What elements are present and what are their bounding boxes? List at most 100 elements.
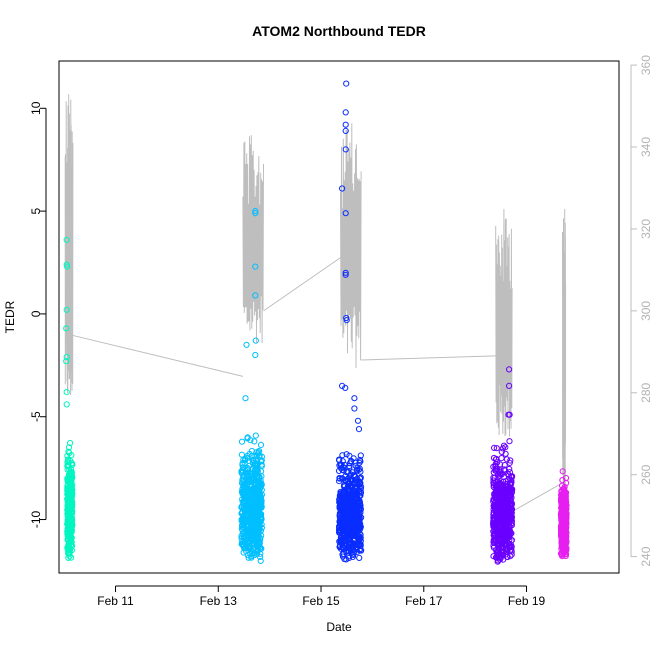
outlier-point	[339, 185, 346, 192]
secondary-segment-3	[340, 123, 362, 368]
data-point	[352, 484, 359, 491]
data-point	[243, 517, 250, 525]
data-point	[251, 438, 258, 445]
data-point	[68, 506, 75, 513]
data-point	[337, 518, 344, 525]
data-point	[492, 537, 499, 544]
data-point	[492, 463, 499, 470]
y-tick-label: 0	[29, 310, 43, 317]
data-point	[65, 448, 72, 455]
data-point	[239, 469, 246, 476]
data-point	[503, 456, 510, 463]
outlier-point	[339, 382, 346, 389]
data-point	[65, 479, 72, 486]
data-point	[64, 488, 72, 495]
data-point	[343, 451, 350, 458]
outlier-point	[63, 389, 70, 396]
data-point	[339, 458, 346, 465]
data-point	[337, 503, 344, 510]
data-point	[242, 510, 249, 517]
data-point	[558, 497, 566, 504]
data-point	[561, 485, 568, 492]
data-point	[247, 437, 254, 444]
data-point	[337, 538, 344, 546]
data-point	[339, 464, 346, 471]
outlier-point	[342, 127, 349, 134]
outlier-point	[506, 382, 513, 389]
data-point	[242, 468, 249, 475]
data-point	[502, 444, 509, 451]
data-point	[238, 504, 245, 511]
data-point	[559, 477, 566, 484]
data-point	[238, 533, 245, 540]
secondary-segment-5	[562, 208, 567, 514]
outlier-point	[63, 236, 70, 243]
data-point	[257, 557, 264, 565]
data-point	[346, 532, 353, 539]
data-point	[249, 475, 256, 482]
data-point	[68, 462, 75, 469]
data-point	[348, 458, 355, 465]
data-point	[503, 534, 510, 542]
data-point	[497, 551, 504, 558]
y-right-tick-label: 320	[639, 219, 650, 239]
data-point	[561, 497, 568, 504]
data-point	[506, 465, 513, 473]
data-point	[66, 512, 73, 520]
data-point	[357, 475, 364, 482]
data-point	[505, 499, 512, 506]
data-point	[557, 531, 565, 538]
data-point	[65, 444, 73, 451]
data-point	[255, 529, 262, 536]
data-point	[67, 516, 74, 523]
data-point	[64, 463, 71, 470]
x-tick-label: Feb 19	[508, 594, 546, 608]
data-point	[254, 468, 261, 475]
data-point	[251, 549, 258, 557]
data-point	[247, 535, 254, 542]
data-point	[493, 445, 500, 452]
secondary-segment-4	[495, 209, 513, 437]
data-point	[353, 491, 361, 498]
data-point	[357, 541, 364, 548]
data-point	[246, 530, 254, 537]
outlier-point	[252, 208, 259, 215]
outlier-point	[63, 306, 70, 313]
y-right-tick-label: 340	[639, 137, 650, 157]
data-point	[508, 473, 515, 481]
outlier-point	[242, 395, 249, 402]
x-axis-label: Date	[326, 620, 352, 634]
data-point	[64, 543, 71, 551]
cluster-1	[63, 236, 76, 562]
data-point	[562, 508, 569, 515]
data-point	[238, 468, 245, 475]
chart-title: ATOM2 Northbound TEDR	[252, 23, 426, 39]
data-point	[242, 507, 249, 514]
data-point	[498, 448, 505, 455]
data-point	[351, 537, 358, 544]
outlier-point	[355, 426, 363, 433]
outlier-point	[342, 146, 349, 153]
secondary-connector-2	[263, 257, 341, 312]
data-point	[336, 499, 343, 506]
data-point	[244, 454, 251, 461]
outlier-point	[342, 210, 349, 217]
data-point	[246, 526, 253, 534]
data-point	[499, 512, 507, 519]
y-tick-label: -5	[29, 411, 43, 422]
outlier-point	[252, 210, 259, 217]
data-point	[350, 507, 357, 514]
data-point	[560, 543, 567, 551]
data-point	[336, 542, 344, 549]
data-point	[336, 474, 343, 482]
y-axis-label: TEDR	[3, 300, 17, 333]
secondary-series	[64, 94, 567, 514]
data-point	[341, 481, 348, 488]
secondary-connector-4	[511, 482, 563, 512]
data-point	[357, 458, 364, 465]
data-point	[503, 553, 510, 560]
data-point	[352, 462, 359, 469]
data-point	[506, 540, 513, 547]
data-point	[497, 512, 504, 519]
